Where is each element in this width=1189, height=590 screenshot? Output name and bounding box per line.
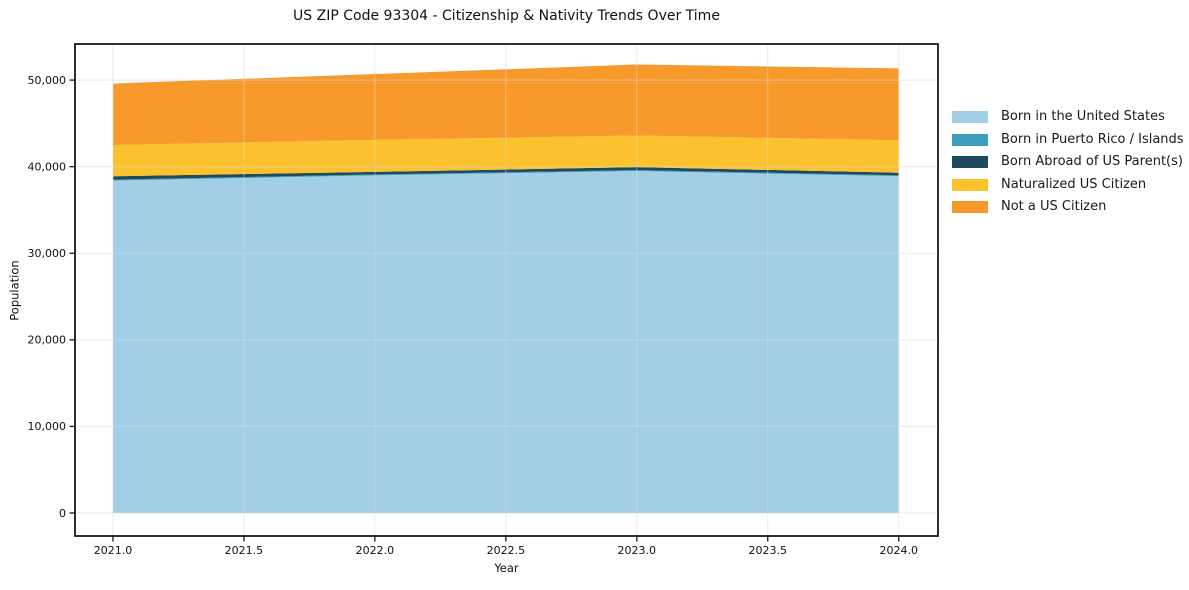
y-tick-label: 50,000	[28, 74, 67, 87]
plot-frame	[74, 43, 939, 537]
legend-swatch	[952, 133, 988, 146]
legend-swatch	[952, 111, 988, 123]
legend-label: Naturalized US Citizen	[1001, 176, 1147, 192]
legend-item: Born Abroad of US Parent(s)	[952, 154, 1184, 169]
x-tick-label: 2023.5	[749, 544, 788, 557]
x-tick-label: 2021.5	[225, 544, 264, 557]
area-series-2	[112, 167, 899, 180]
y-tick-label: 40,000	[28, 160, 67, 173]
x-tick-label: 2021.0	[94, 544, 133, 557]
y-tick-label: 10,000	[28, 420, 67, 433]
legend-label: Born Abroad of US Parent(s)	[1001, 154, 1183, 169]
y-axis-label: Population	[7, 260, 22, 321]
legend-item: Not a US Citizen	[952, 199, 1184, 214]
legend-swatch	[952, 201, 988, 213]
legend-label: Born in Puerto Rico / Islands	[1001, 131, 1184, 147]
legend-swatch	[952, 178, 988, 191]
legend-label: Born in the United States	[1001, 109, 1165, 124]
legend-swatch	[952, 156, 988, 168]
y-tick-label: 30,000	[28, 247, 67, 260]
y-tick-label: 20,000	[28, 334, 67, 347]
chart-title: US ZIP Code 93304 - Citizenship & Nativi…	[293, 8, 720, 24]
legend-item: Naturalized US Citizen	[952, 176, 1184, 192]
x-tick-label: 2023.0	[618, 544, 657, 557]
y-tick-label: 0	[59, 507, 66, 520]
legend-item: Born in Puerto Rico / Islands	[952, 131, 1184, 147]
x-tick-label: 2024.0	[879, 544, 918, 557]
x-tick-label: 2022.5	[487, 544, 526, 557]
legend-label: Not a US Citizen	[1001, 199, 1107, 214]
legend-item: Born in the United States	[952, 109, 1184, 124]
legend: Born in the United States Born in Puerto …	[952, 109, 1184, 214]
x-axis-label: Year	[494, 561, 519, 575]
x-tick-label: 2022.0	[356, 544, 395, 557]
